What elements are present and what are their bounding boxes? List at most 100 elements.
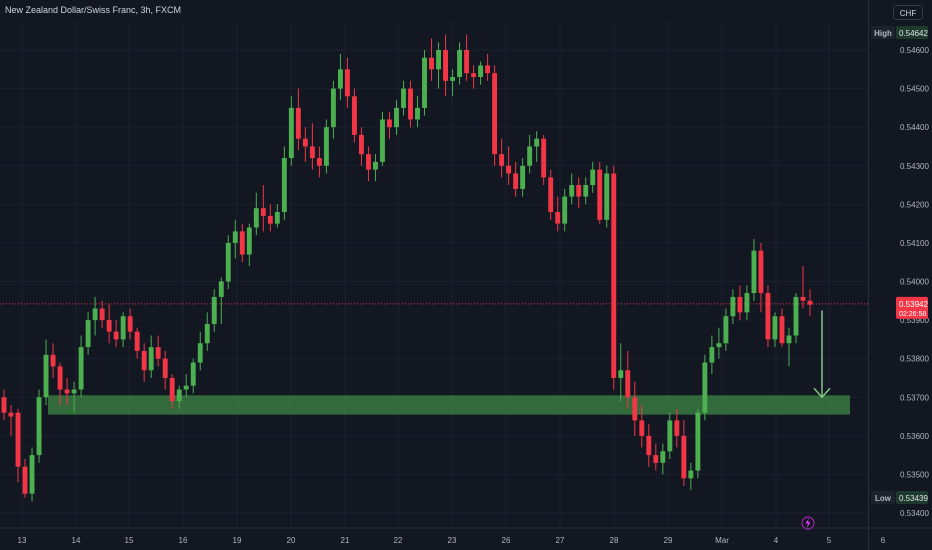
candle[interactable] — [569, 173, 575, 205]
candle[interactable] — [148, 335, 154, 378]
candle[interactable] — [688, 462, 694, 490]
candle[interactable] — [401, 80, 406, 116]
candle[interactable] — [309, 123, 315, 170]
candle[interactable] — [267, 204, 273, 232]
candle[interactable] — [457, 42, 463, 85]
candle[interactable] — [758, 242, 764, 313]
candle[interactable] — [492, 65, 498, 166]
candle[interactable] — [415, 96, 420, 128]
candle[interactable] — [716, 327, 722, 359]
candle[interactable] — [807, 289, 813, 317]
candle[interactable] — [169, 374, 175, 409]
candle[interactable] — [155, 335, 161, 367]
candle[interactable] — [667, 412, 673, 459]
candle[interactable] — [225, 235, 231, 290]
candle[interactable] — [253, 192, 259, 236]
candle[interactable] — [793, 293, 799, 344]
candle[interactable] — [443, 34, 449, 97]
candle[interactable] — [541, 134, 547, 186]
candle[interactable] — [1, 389, 7, 421]
candle[interactable] — [281, 146, 287, 220]
candle[interactable] — [239, 223, 245, 263]
candle[interactable] — [218, 277, 224, 324]
candle[interactable] — [337, 53, 343, 101]
candle[interactable] — [485, 53, 491, 81]
candle[interactable] — [548, 169, 554, 220]
candle[interactable] — [274, 204, 280, 228]
candle[interactable] — [232, 219, 238, 259]
candle[interactable] — [113, 320, 119, 348]
candle[interactable] — [57, 362, 63, 405]
candle[interactable] — [190, 358, 196, 394]
candle[interactable] — [576, 177, 582, 209]
candle[interactable] — [344, 57, 350, 108]
currency-button[interactable]: CHF — [893, 5, 923, 20]
candle[interactable] — [120, 312, 126, 348]
time-axis[interactable]: 13 14 15 16 19 20 21 22 23 26 27 28 29 Mar 4 5 6 — [0, 527, 932, 545]
candle[interactable] — [78, 335, 84, 398]
candle[interactable] — [583, 177, 589, 205]
candle[interactable] — [176, 385, 182, 409]
candle[interactable] — [800, 266, 806, 309]
candle[interactable] — [162, 350, 168, 390]
candle[interactable] — [520, 158, 526, 197]
candle[interactable] — [106, 304, 112, 344]
candle[interactable] — [330, 80, 336, 139]
candle[interactable] — [625, 350, 631, 409]
candle[interactable] — [786, 327, 792, 367]
candle[interactable] — [772, 312, 778, 348]
candle[interactable] — [422, 50, 427, 116]
candle[interactable] — [36, 389, 42, 463]
candle[interactable] — [99, 300, 105, 328]
candle[interactable] — [660, 443, 666, 475]
candle[interactable] — [71, 381, 77, 413]
candle[interactable] — [597, 161, 603, 224]
candle[interactable] — [590, 161, 596, 193]
candle[interactable] — [765, 285, 771, 348]
candle[interactable] — [527, 134, 533, 174]
candle[interactable] — [737, 285, 743, 321]
candle[interactable] — [653, 443, 659, 471]
candle[interactable] — [204, 312, 210, 351]
candle[interactable] — [639, 404, 645, 448]
candle[interactable] — [408, 80, 413, 128]
candle[interactable] — [211, 289, 217, 332]
candle[interactable] — [183, 374, 189, 398]
candle[interactable] — [429, 38, 434, 81]
candle[interactable] — [450, 69, 456, 97]
candle[interactable] — [351, 88, 357, 143]
candle[interactable] — [323, 119, 329, 174]
candle[interactable] — [288, 96, 294, 166]
candle[interactable] — [141, 343, 147, 382]
candle[interactable] — [478, 61, 484, 85]
candle[interactable] — [43, 339, 49, 405]
candles[interactable] — [1, 34, 813, 502]
candle[interactable] — [730, 289, 736, 324]
candle[interactable] — [499, 138, 505, 178]
price-axis[interactable]: 0.54600 0.54500 0.54400 0.54300 0.54200 0.541… — [900, 46, 929, 518]
candle[interactable] — [197, 331, 203, 371]
candle[interactable] — [92, 296, 98, 336]
candle[interactable] — [646, 424, 652, 467]
candle[interactable] — [674, 408, 680, 448]
candle[interactable] — [471, 65, 477, 89]
candle[interactable] — [246, 223, 252, 267]
candle[interactable] — [85, 312, 91, 355]
candle[interactable] — [562, 188, 568, 232]
candle[interactable] — [260, 185, 266, 232]
candle[interactable] — [22, 458, 28, 498]
candle[interactable] — [555, 196, 561, 232]
candle[interactable] — [380, 111, 385, 166]
candle[interactable] — [513, 161, 519, 197]
candle[interactable] — [134, 327, 140, 359]
candle[interactable] — [632, 381, 638, 436]
candle[interactable] — [365, 146, 371, 182]
candle[interactable] — [295, 88, 301, 151]
candle[interactable] — [611, 165, 617, 390]
candle[interactable] — [534, 131, 540, 162]
candle[interactable] — [373, 154, 378, 182]
candle[interactable] — [8, 404, 14, 436]
candle[interactable] — [64, 377, 70, 405]
candle[interactable] — [358, 127, 364, 166]
